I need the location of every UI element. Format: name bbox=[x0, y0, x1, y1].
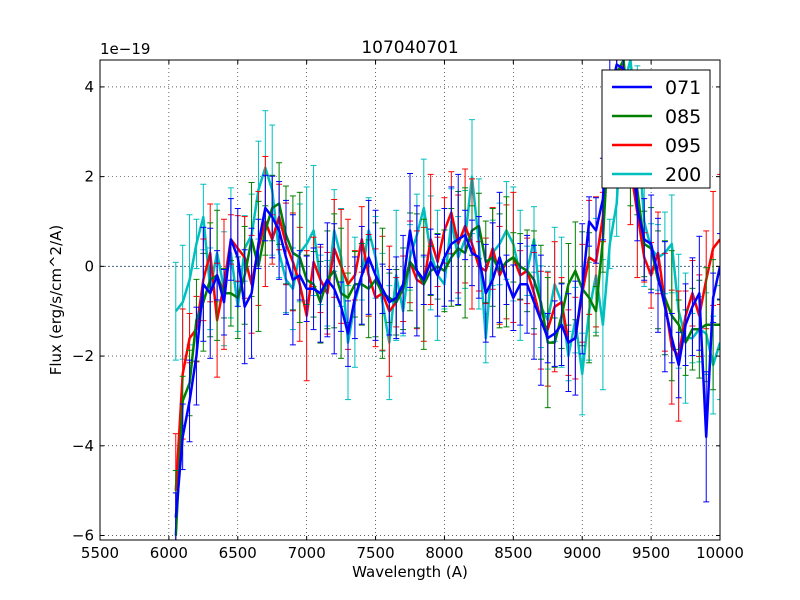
x-tick-label: 8500 bbox=[494, 544, 532, 562]
y-tick-label: 4 bbox=[84, 78, 94, 96]
chart-title: 107040701 bbox=[361, 38, 458, 58]
axis-tick-labels: 5500 6000 6500 7000 7500 8000 8500 9000 9500 1000… bbox=[72, 78, 744, 562]
y-tick-label: −4 bbox=[72, 437, 94, 455]
y-tick-label: 2 bbox=[84, 168, 94, 186]
x-tick-label: 5500 bbox=[81, 544, 119, 562]
legend: 071 085 095 200 bbox=[601, 69, 711, 189]
x-tick-label: 8000 bbox=[425, 544, 463, 562]
x-tick-label: 7000 bbox=[288, 544, 326, 562]
legend-label-095: 095 bbox=[665, 135, 701, 157]
plot-frame bbox=[99, 59, 721, 541]
legend-label-200: 200 bbox=[665, 164, 701, 186]
x-tick-label: 7500 bbox=[356, 544, 394, 562]
axis-ticks bbox=[99, 60, 721, 540]
x-tick-label: 9500 bbox=[632, 544, 670, 562]
y-axis-label: Flux (erg/s/cm^2/A) bbox=[47, 225, 65, 376]
y-tick-label: 0 bbox=[84, 257, 94, 275]
legend-label-085: 085 bbox=[665, 106, 701, 128]
y-offset-label: 1e−19 bbox=[100, 40, 150, 58]
x-tick-label: 6000 bbox=[150, 544, 188, 562]
x-tick-label: 6500 bbox=[219, 544, 257, 562]
y-tick-label: −2 bbox=[72, 347, 94, 365]
x-tick-label: 10000 bbox=[696, 544, 744, 562]
y-tick-label: −6 bbox=[72, 527, 94, 545]
legend-label-071: 071 bbox=[665, 77, 701, 99]
x-tick-label: 9000 bbox=[563, 544, 601, 562]
legend-box bbox=[601, 69, 711, 189]
x-axis-label: Wavelength (A) bbox=[352, 563, 468, 581]
